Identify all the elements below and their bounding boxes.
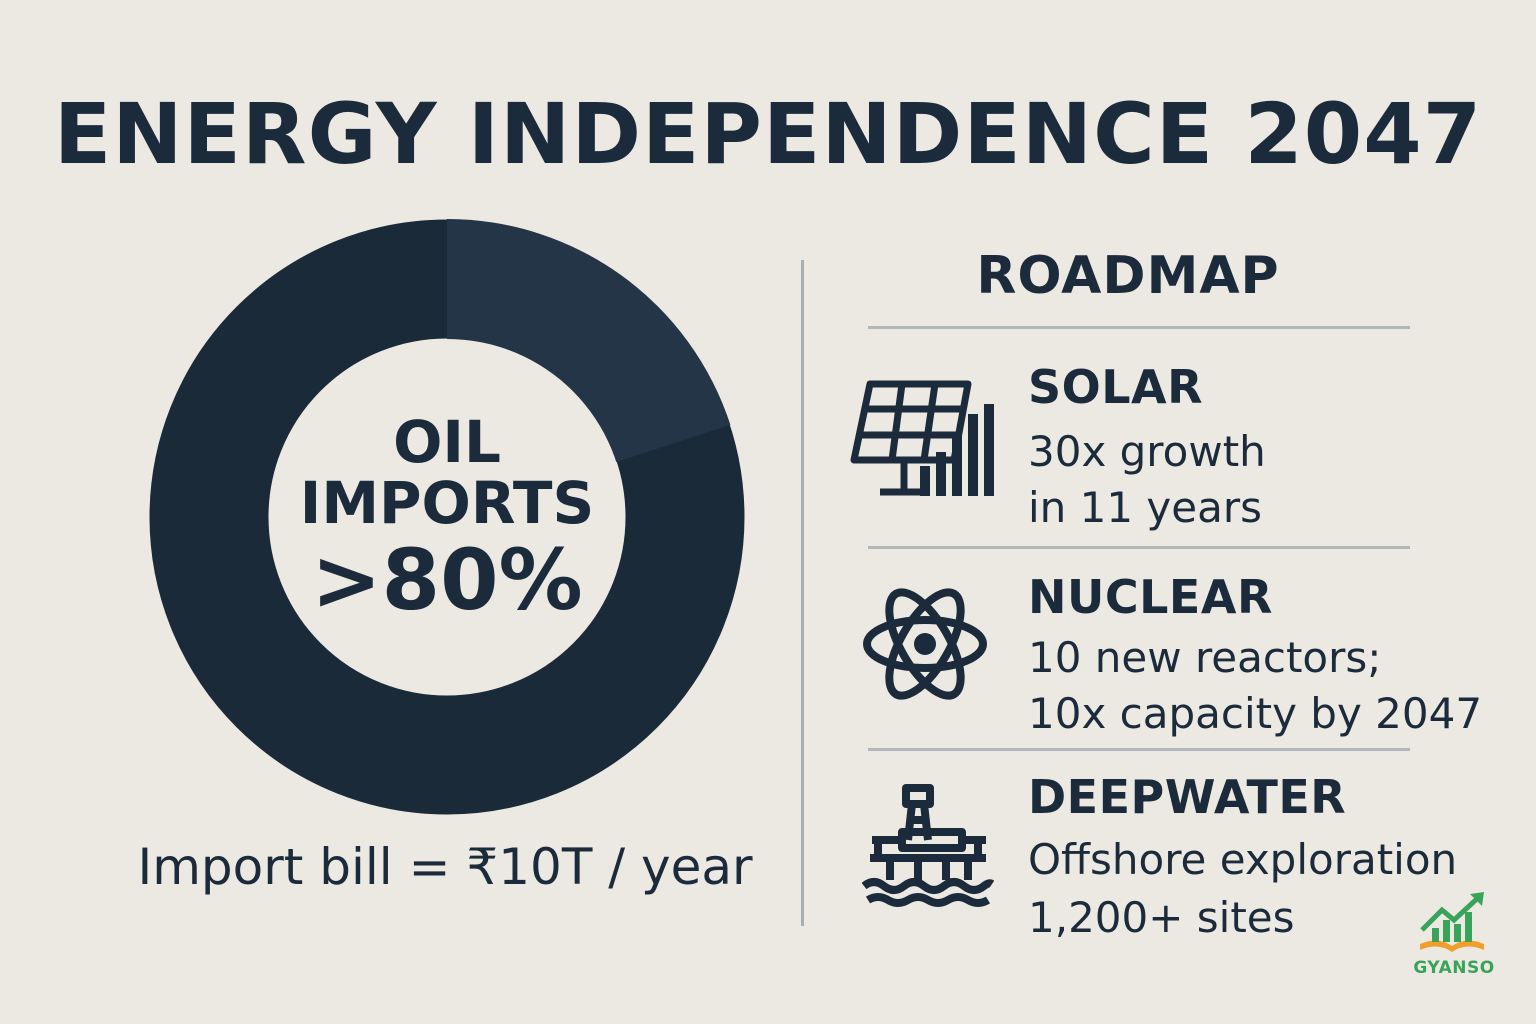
page-title: ENERGY INDEPENDENCE 2047	[53, 85, 1483, 183]
donut-label: OIL IMPORTS >80%	[148, 218, 746, 816]
roadmap-divider	[868, 546, 1410, 549]
atom-icon	[862, 574, 988, 718]
donut-hole	[269, 339, 625, 695]
oil-rig-icon	[861, 782, 995, 912]
deepwater-heading: DEEPWATER	[1028, 770, 1347, 824]
nuclear-desc-line1: 10 new reactors;	[1028, 633, 1382, 682]
gyanso-logo	[1408, 890, 1498, 980]
donut-label-percent: >80%	[311, 530, 583, 629]
deepwater-desc-line1: Offshore exploration	[1028, 835, 1458, 884]
roadmap-title: ROADMAP	[976, 246, 1280, 306]
import-bill-text: Import bill = ₹10T / year	[137, 838, 753, 896]
logo-text: GYANSO	[1413, 958, 1495, 978]
nuclear-desc-line2: 10x capacity by 2047	[1028, 689, 1483, 738]
solar-panel-icon	[850, 378, 998, 502]
solar-desc-line1: 30x growth	[1028, 427, 1266, 476]
oil-imports-donut	[148, 218, 746, 816]
roadmap-divider	[868, 748, 1410, 751]
deepwater-desc-line2: 1,200+ sites	[1028, 893, 1295, 942]
solar-heading: SOLAR	[1028, 360, 1204, 414]
nuclear-heading: NUCLEAR	[1028, 570, 1273, 624]
donut-label-line1: OIL	[393, 408, 501, 477]
vertical-divider	[801, 260, 804, 926]
donut-label-line2: IMPORTS	[299, 469, 595, 537]
roadmap-divider	[868, 326, 1410, 329]
solar-desc-line2: in 11 years	[1028, 483, 1263, 532]
